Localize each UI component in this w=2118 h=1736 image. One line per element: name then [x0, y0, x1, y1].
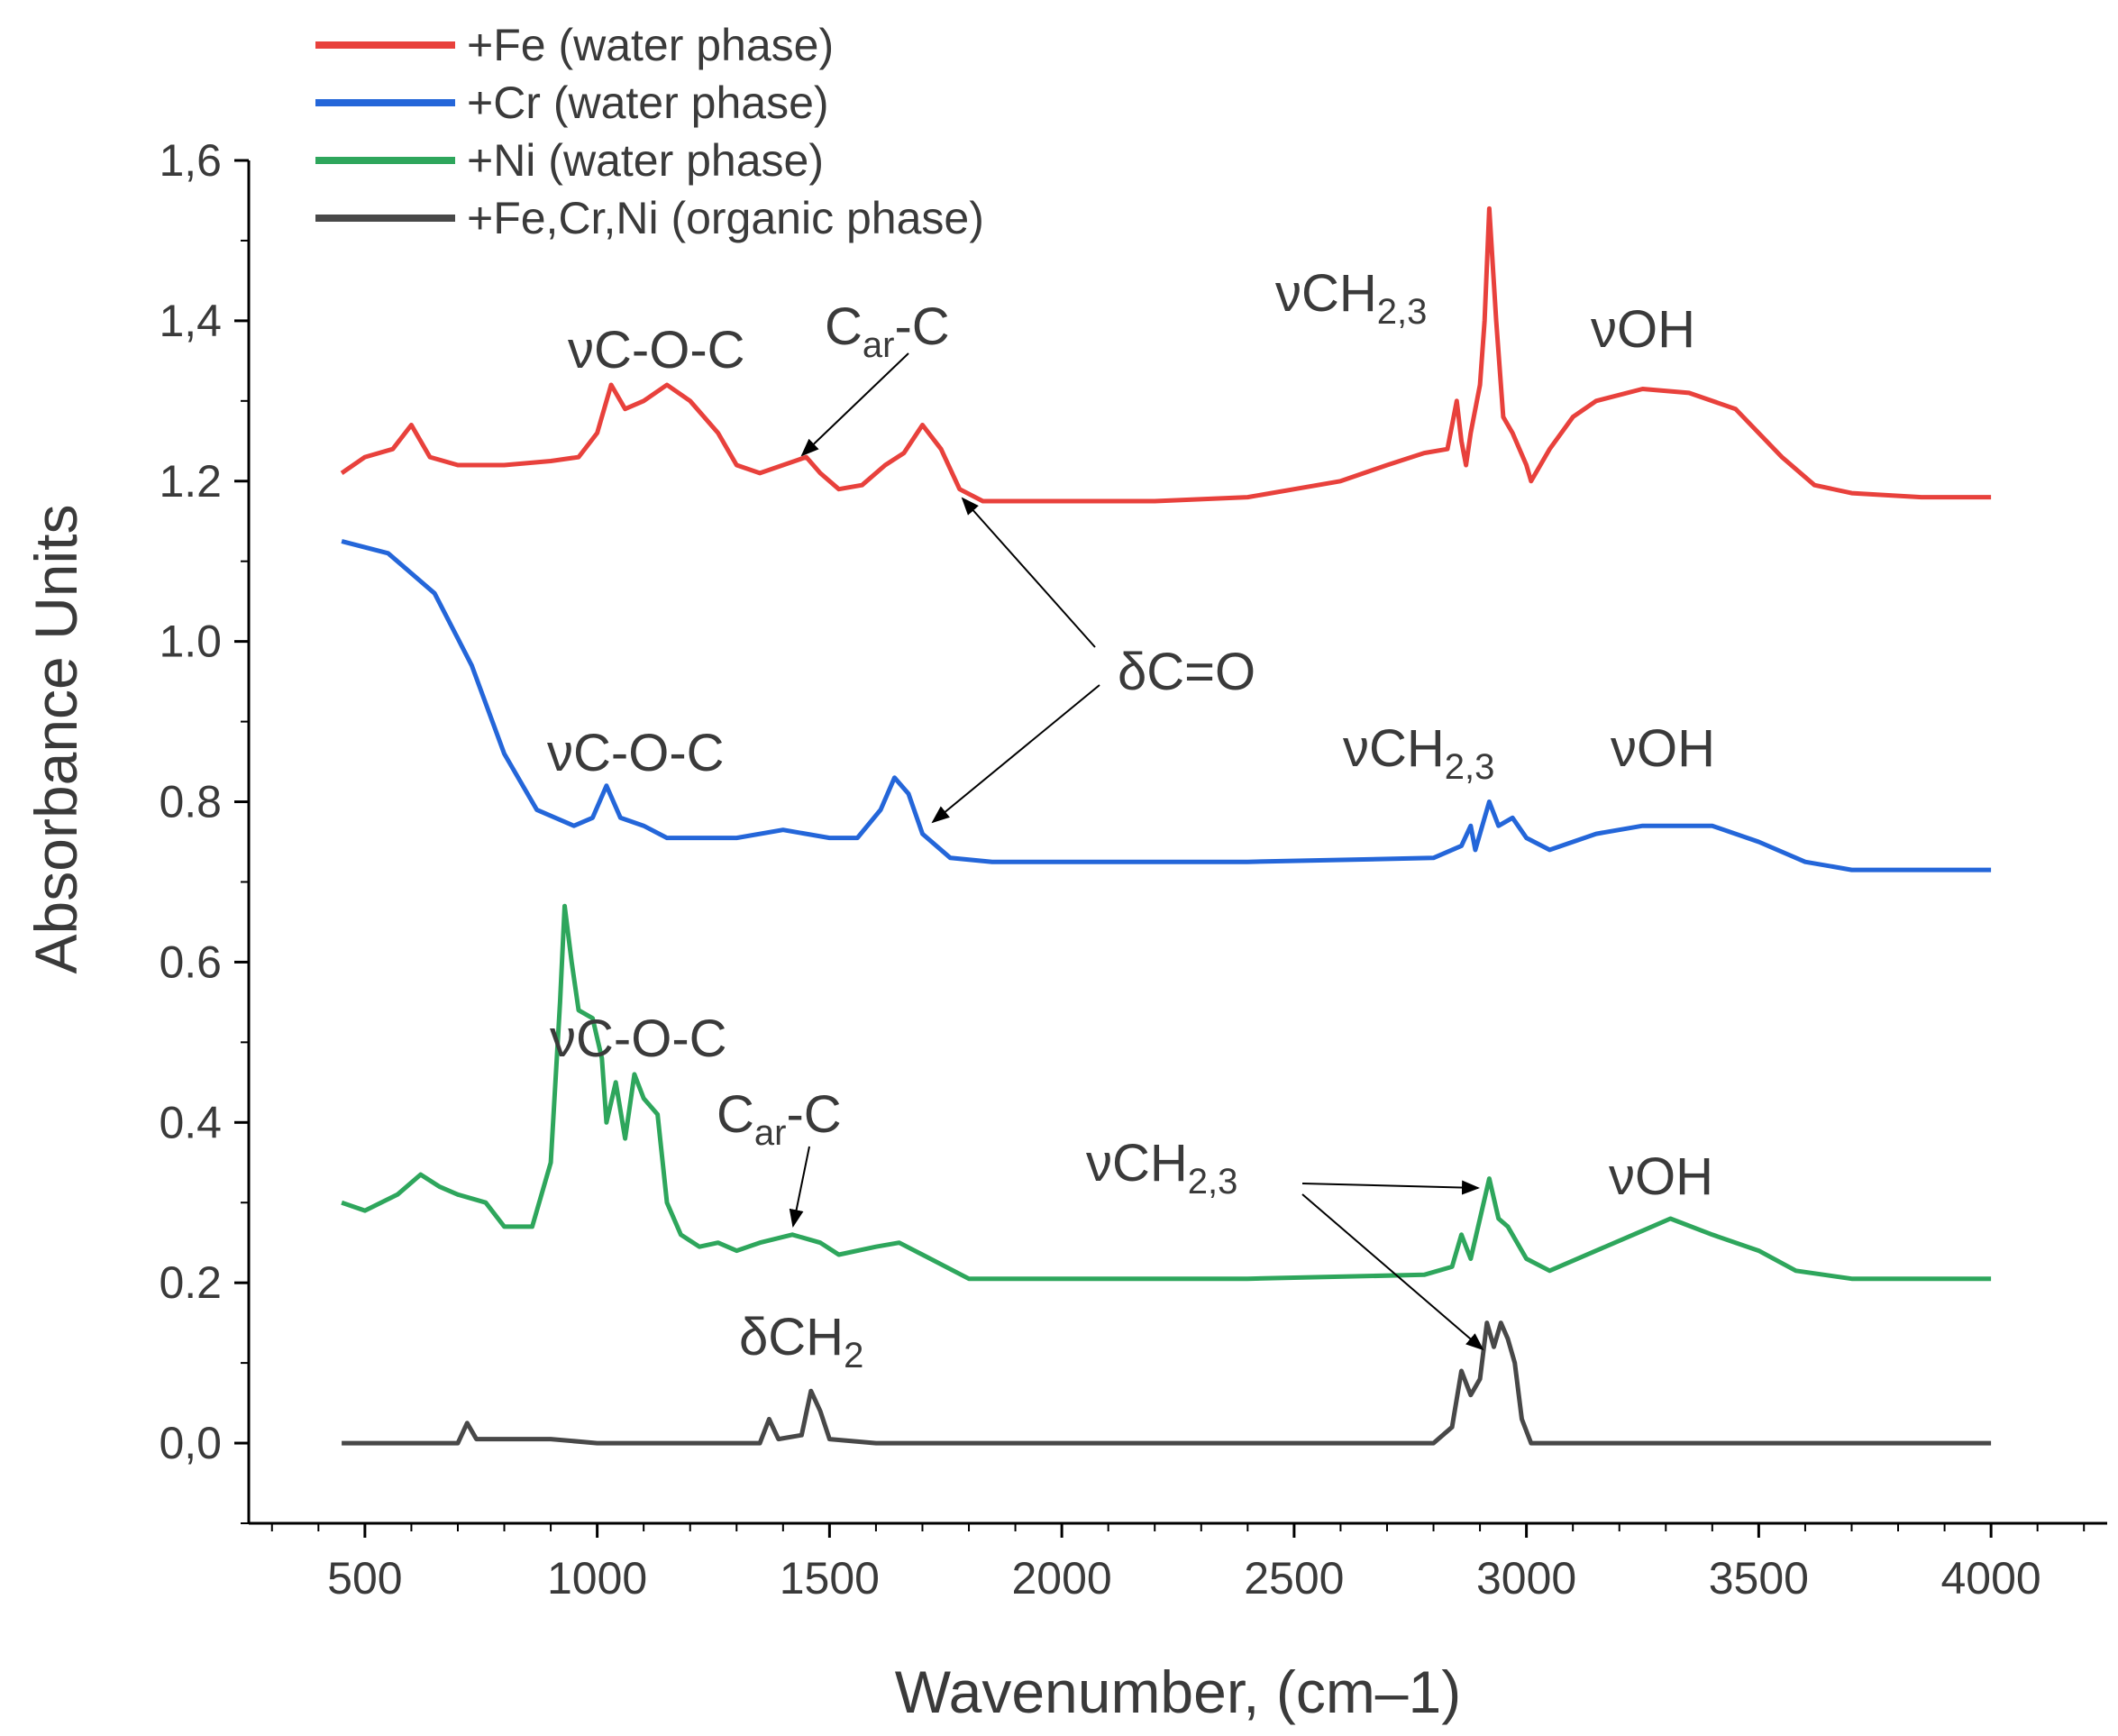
annotation-cr-coc: νC-O-C	[547, 724, 725, 782]
annotation-fe-coc: νC-O-C	[568, 321, 745, 379]
y-tick-label: 0,0	[159, 1418, 222, 1468]
annotation-cr-ch: νCH2,3	[1343, 719, 1494, 787]
annotation-fe-oh: νOH	[1591, 300, 1695, 359]
series-line	[342, 1320, 1992, 1446]
plot-area: 0,0 0.2 0.4 0.6 0.8 1.0 1.2 1,4 1,6 500 1000 1500 2…	[159, 135, 2107, 1604]
x-tick-label: 3000	[1476, 1553, 1576, 1604]
annotation-cr-oh: νOH	[1611, 719, 1715, 778]
arrow-dco-fe	[961, 497, 1096, 648]
y-tick-label: 0.6	[159, 937, 222, 987]
arrow-ni-ch-green	[1301, 1180, 1480, 1195]
y-tick-label: 0.2	[159, 1257, 222, 1308]
legend-label: +Ni (water phase)	[467, 135, 824, 186]
legend-label: +Fe (water phase)	[467, 20, 834, 70]
annotation-fe-carc: Car-C	[825, 297, 950, 365]
arrow-ni-carc	[789, 1146, 810, 1228]
series-line	[341, 539, 1992, 873]
annotation-dco: δC=O	[1118, 643, 1255, 701]
x-tick-label: 1500	[780, 1553, 880, 1604]
x-tick-label: 4000	[1941, 1553, 2041, 1604]
x-tick-label: 2000	[1012, 1553, 1112, 1604]
y-ticks: 0,0 0.2 0.4 0.6 0.8 1.0 1.2 1,4 1,6	[159, 135, 249, 1524]
legend: +Fe (water phase) +Cr (water phase) +Ni (w…	[315, 20, 984, 243]
arrow-ni-ch-organic	[1301, 1193, 1484, 1351]
x-tick-label: 2500	[1244, 1553, 1344, 1604]
x-axis-title: Wavenumber, (cm–1)	[895, 1658, 1461, 1725]
x-tick-label: 1000	[547, 1553, 647, 1604]
y-axis-title: Absorbance Units	[23, 505, 89, 974]
annotation-ni-coc: νC-O-C	[550, 1010, 727, 1068]
series-lines	[340, 206, 1992, 1446]
y-tick-label: 1,4	[159, 296, 222, 346]
x-tick-label: 500	[327, 1553, 402, 1604]
legend-label: +Cr (water phase)	[467, 78, 829, 128]
y-tick-label: 0.8	[159, 777, 222, 827]
y-tick-label: 0.4	[159, 1097, 222, 1147]
series-line	[341, 903, 1992, 1282]
annotation-org-dch: δCH2	[739, 1308, 863, 1375]
x-tick-label: 3500	[1709, 1553, 1809, 1604]
y-tick-label: 1.0	[159, 617, 222, 667]
arrow-fe-carc	[800, 352, 909, 457]
annotations: νC-O-C Car-C νCH2,3 νOH δC=O νC-O-C νCH2…	[547, 264, 1715, 1375]
y-tick-label: 1.2	[159, 456, 222, 507]
series-line	[340, 206, 1992, 504]
arrow-dco-cr	[931, 684, 1100, 824]
annotation-ni-oh: νOH	[1609, 1147, 1713, 1206]
annotation-ni-carc: Car-C	[717, 1085, 842, 1153]
annotation-fe-ch: νCH2,3	[1275, 264, 1427, 332]
legend-label: +Fe,Cr,Ni (organic phase)	[467, 193, 984, 243]
x-ticks: 500 1000 1500 2000 2500 3000 3500 4000	[270, 1523, 2086, 1604]
y-tick-label: 1,6	[159, 135, 222, 186]
annotation-ni-ch: νCH2,3	[1086, 1134, 1237, 1201]
